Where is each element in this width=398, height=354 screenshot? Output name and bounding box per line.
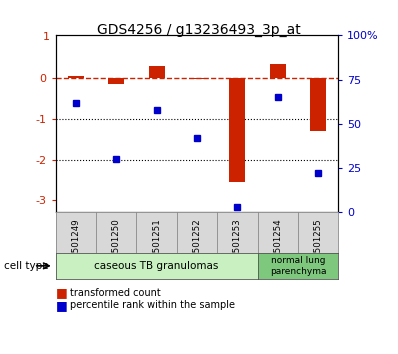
Bar [270,64,286,78]
Text: GDS4256 / g13236493_3p_at: GDS4256 / g13236493_3p_at [97,23,301,37]
Bar [229,78,246,182]
Text: GSM501251: GSM501251 [152,218,161,271]
Text: GSM501253: GSM501253 [233,218,242,271]
Text: GSM501252: GSM501252 [193,218,201,271]
Text: percentile rank within the sample: percentile rank within the sample [70,300,235,310]
Text: ■: ■ [56,299,68,312]
Text: GSM501255: GSM501255 [314,218,323,271]
Bar [148,66,165,78]
Text: GSM501249: GSM501249 [71,218,80,271]
Bar [68,76,84,78]
Text: GSM501254: GSM501254 [273,218,282,271]
Bar [189,78,205,79]
Text: normal lung
parenchyma: normal lung parenchyma [270,256,326,275]
Bar [108,78,124,84]
Text: transformed count: transformed count [70,288,160,298]
Text: caseous TB granulomas: caseous TB granulomas [94,261,219,271]
Text: ■: ■ [56,286,68,299]
Text: 1: 1 [43,33,50,42]
Bar [310,78,326,131]
Text: GSM501250: GSM501250 [112,218,121,271]
Text: cell type: cell type [4,261,49,271]
